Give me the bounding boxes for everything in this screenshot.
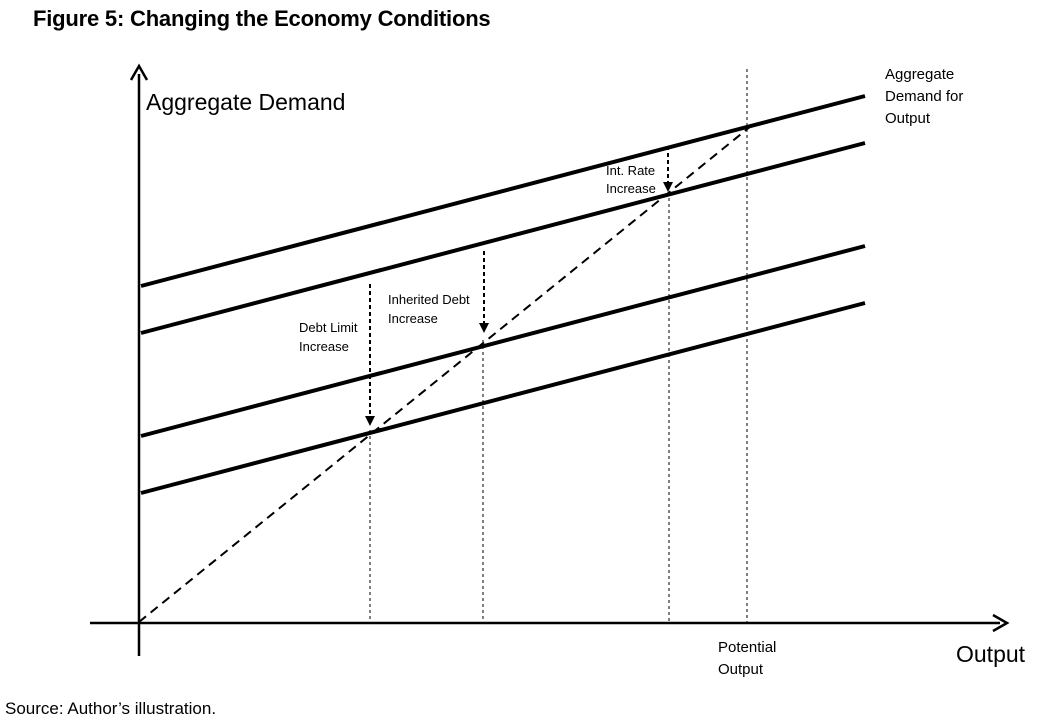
inherited-debt-label-2: Increase — [388, 311, 438, 326]
demand-line-1 — [140, 94, 866, 288]
inherited-debt-label-1: Inherited Debt — [388, 292, 470, 307]
x-axis-arrow — [992, 613, 1010, 633]
demand-line-4 — [140, 301, 866, 495]
debt-limit-label-1: Debt Limit — [299, 320, 358, 335]
figure-title: Figure 5: Changing the Economy Condition… — [33, 6, 491, 31]
curve-label-line-2: Demand for — [885, 88, 963, 105]
int-rate-label-1: Int. Rate — [606, 163, 655, 178]
forty-five-degree-line — [138, 125, 752, 623]
y-axis-label: Aggregate Demand — [146, 89, 345, 115]
y-axis-arrow — [129, 63, 149, 81]
debt-limit-label-2: Increase — [299, 339, 349, 354]
curve-label-line-1: Aggregate — [885, 66, 954, 83]
x-axis-label: Output — [956, 641, 1026, 667]
figure-source: Source: Author’s illustration. — [5, 699, 217, 718]
int-rate-label-2: Increase — [606, 181, 656, 196]
potential-output-label-1: Potential — [718, 639, 776, 656]
demand-line-2 — [140, 141, 866, 335]
potential-output-label-2: Output — [718, 661, 764, 678]
demand-line-3 — [140, 244, 866, 438]
curve-label-line-3: Output — [885, 110, 931, 127]
